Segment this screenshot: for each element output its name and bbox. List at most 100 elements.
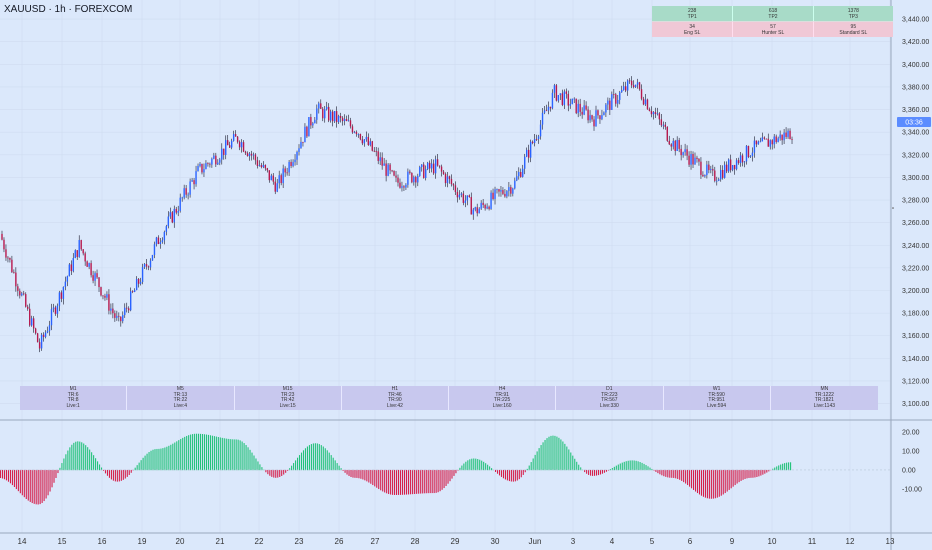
candle-body	[131, 291, 134, 293]
candle-body	[351, 126, 354, 133]
histogram-bar	[588, 469, 590, 475]
crosshair-dot	[892, 207, 894, 209]
candle-body	[531, 141, 534, 143]
candle-body	[545, 110, 548, 112]
histogram-bar	[235, 439, 237, 471]
candle	[434, 155, 437, 179]
histogram-bar	[712, 469, 714, 499]
candle	[387, 163, 389, 177]
candle	[248, 152, 251, 161]
tf-cell: M15 TR:23 TR:42 Live:15	[235, 386, 342, 410]
histogram-bar	[597, 469, 600, 476]
histogram-bar	[631, 460, 633, 471]
candle	[454, 181, 457, 196]
histogram-bar	[118, 469, 120, 482]
histogram-bar	[158, 448, 160, 471]
histogram-bar	[415, 469, 417, 494]
candle	[492, 188, 494, 201]
candle-body	[278, 175, 280, 184]
candle	[143, 263, 146, 270]
histogram-bar	[786, 462, 788, 471]
histogram-bar	[396, 469, 398, 495]
histogram-bar	[217, 437, 219, 471]
histogram-bar	[691, 469, 693, 489]
candle	[520, 168, 522, 178]
histogram-bar	[354, 469, 356, 478]
histogram-bar	[124, 469, 126, 479]
candle-body	[464, 200, 467, 203]
candle	[292, 159, 294, 168]
candle-body	[496, 189, 498, 190]
candle-body	[66, 276, 69, 282]
candle	[114, 310, 116, 322]
histogram-bar	[229, 439, 231, 471]
histogram-bar	[481, 460, 483, 471]
candle-body	[252, 154, 255, 156]
candle-body	[88, 263, 90, 267]
histogram-bar	[698, 469, 701, 495]
histogram-bar	[469, 459, 471, 471]
candle-body	[456, 191, 459, 198]
candle	[288, 159, 290, 177]
candle-body	[163, 231, 166, 241]
candle-body	[656, 113, 659, 115]
candle	[36, 332, 39, 343]
histogram-bar	[205, 434, 208, 471]
candle-body	[147, 266, 150, 268]
price-tick-label: 3,280.00	[902, 198, 929, 205]
histogram-bar	[126, 469, 128, 477]
histogram-bar	[667, 469, 669, 478]
candle-body	[482, 202, 484, 205]
candle-body	[256, 160, 259, 166]
price-axis: 3,440.00 3,420.00 3,400.00 3,380.00 3,360.00…	[902, 17, 929, 409]
histogram-bar	[766, 469, 768, 473]
candle	[324, 105, 326, 123]
candle-body	[213, 155, 215, 159]
histogram-bar	[3, 469, 6, 480]
histogram-bar	[681, 469, 683, 481]
candle-body	[266, 168, 269, 171]
candle	[486, 203, 488, 210]
histogram-bar	[649, 467, 651, 471]
histogram-bar	[780, 464, 782, 471]
candle	[710, 165, 712, 174]
candle	[458, 190, 461, 200]
standard-sl-cell: 95 Standard SL	[812, 21, 893, 37]
candle-body	[29, 308, 31, 326]
candle	[543, 105, 546, 115]
candle-body	[522, 168, 524, 177]
candle	[397, 174, 399, 187]
candle	[676, 136, 678, 152]
price-tick-label: 3,360.00	[902, 107, 929, 114]
tp3-cell: 1378 TP3	[812, 6, 893, 21]
candle-body	[205, 163, 207, 170]
candle-body	[193, 180, 195, 185]
price-tick-label: 3,340.00	[902, 130, 929, 137]
histogram-bar	[558, 437, 560, 471]
candle-body	[102, 295, 104, 297]
candle	[256, 156, 259, 169]
price-tick-label: 3,200.00	[902, 288, 929, 295]
candle-body	[32, 318, 35, 329]
histogram-bar	[754, 469, 756, 478]
candle-body	[718, 179, 720, 181]
histogram-bar	[334, 460, 336, 471]
candle-body	[460, 193, 463, 195]
candle	[456, 187, 459, 203]
candle-body	[733, 165, 736, 170]
histogram-bar	[764, 469, 766, 474]
histogram-bar	[342, 469, 344, 471]
histogram-bar	[742, 469, 744, 480]
candle	[605, 103, 607, 118]
candle-body	[151, 255, 154, 261]
histogram-bar	[465, 461, 467, 471]
histogram-bar	[67, 450, 69, 471]
histogram-bar	[275, 469, 277, 478]
candle-body	[573, 98, 575, 100]
candle-body	[555, 85, 558, 101]
candle-body	[593, 119, 595, 127]
candle-body	[244, 151, 247, 154]
histogram-bar	[251, 452, 253, 471]
histogram-bar	[265, 469, 267, 473]
